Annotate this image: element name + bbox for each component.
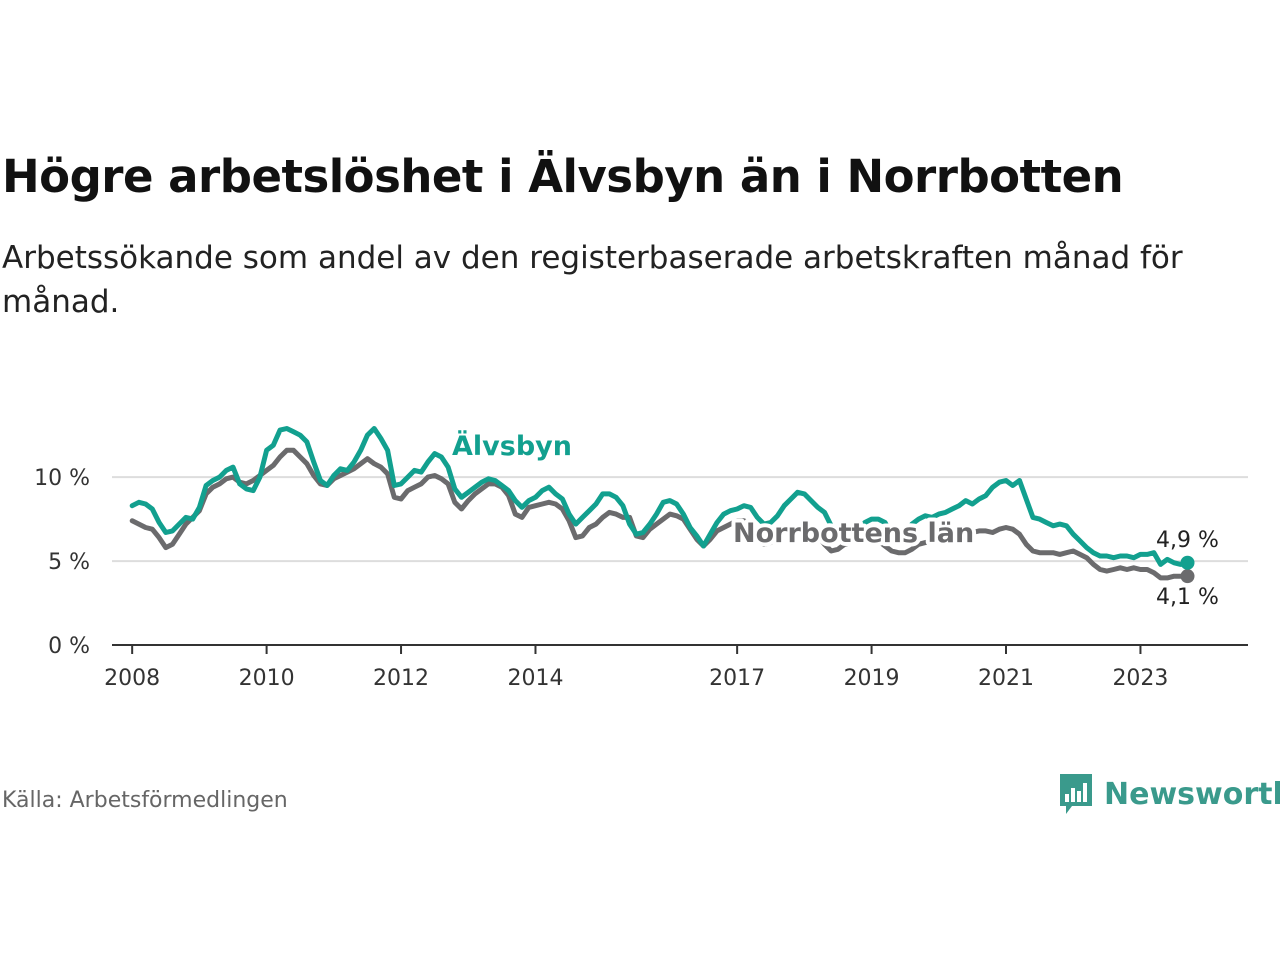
gridlines bbox=[112, 476, 1248, 563]
x-axis: 2008 2010 2012 2014 2017 2019 2021 2023 bbox=[104, 644, 1248, 691]
alvsbyn-end-point bbox=[1180, 555, 1195, 570]
alvsbyn-series-label: Älvsbyn bbox=[452, 430, 572, 462]
y-axis-ticks: 0 % 5 % 10 % bbox=[34, 466, 90, 659]
newsworthy-logo-icon bbox=[1060, 774, 1092, 814]
y-tick-label: 10 % bbox=[34, 466, 90, 491]
line-chart: 0 %5 %10 % 2008 2010 2012 2014 2017 2019 2021 2… bbox=[34, 426, 1248, 691]
source-note: Källa: Arbetsförmedlingen bbox=[2, 788, 288, 813]
x-tick-label: 2017 bbox=[709, 666, 765, 691]
norrbotten-line bbox=[129, 447, 1190, 581]
x-tick-label: 2021 bbox=[978, 666, 1034, 691]
x-tick-label: 2019 bbox=[844, 666, 900, 691]
series-lines bbox=[129, 426, 1195, 584]
chart-subtitle: Arbetssökande som andel av den registerb… bbox=[2, 240, 1183, 320]
norrbotten-series-label: Norrbottens län bbox=[733, 518, 974, 549]
x-tick-label: 2012 bbox=[373, 666, 429, 691]
norrbotten-end-label: 4,1 % bbox=[1156, 585, 1219, 610]
alvsbyn-end-label: 4,9 % bbox=[1156, 528, 1219, 553]
alvsbyn-line bbox=[129, 426, 1190, 567]
series-labels: Älvsbyn Norrbottens län 4,9 % 4,1 % bbox=[448, 426, 1221, 613]
chart-title: Högre arbetslöshet i Älvsbyn än i Norrbo… bbox=[2, 150, 1124, 203]
brand-logo: Newsworthy bbox=[1058, 772, 1280, 816]
x-tick-label: 2008 bbox=[104, 666, 160, 691]
y-tick-label: 5 % bbox=[48, 550, 90, 575]
norrbotten-end-point bbox=[1180, 569, 1195, 584]
y-tick-label: 0 % bbox=[48, 634, 90, 659]
x-tick-label: 2010 bbox=[239, 666, 295, 691]
x-tick-label: 2014 bbox=[507, 666, 563, 691]
brand-name: Newsworthy bbox=[1104, 776, 1280, 812]
x-tick-label: 2023 bbox=[1112, 666, 1168, 691]
